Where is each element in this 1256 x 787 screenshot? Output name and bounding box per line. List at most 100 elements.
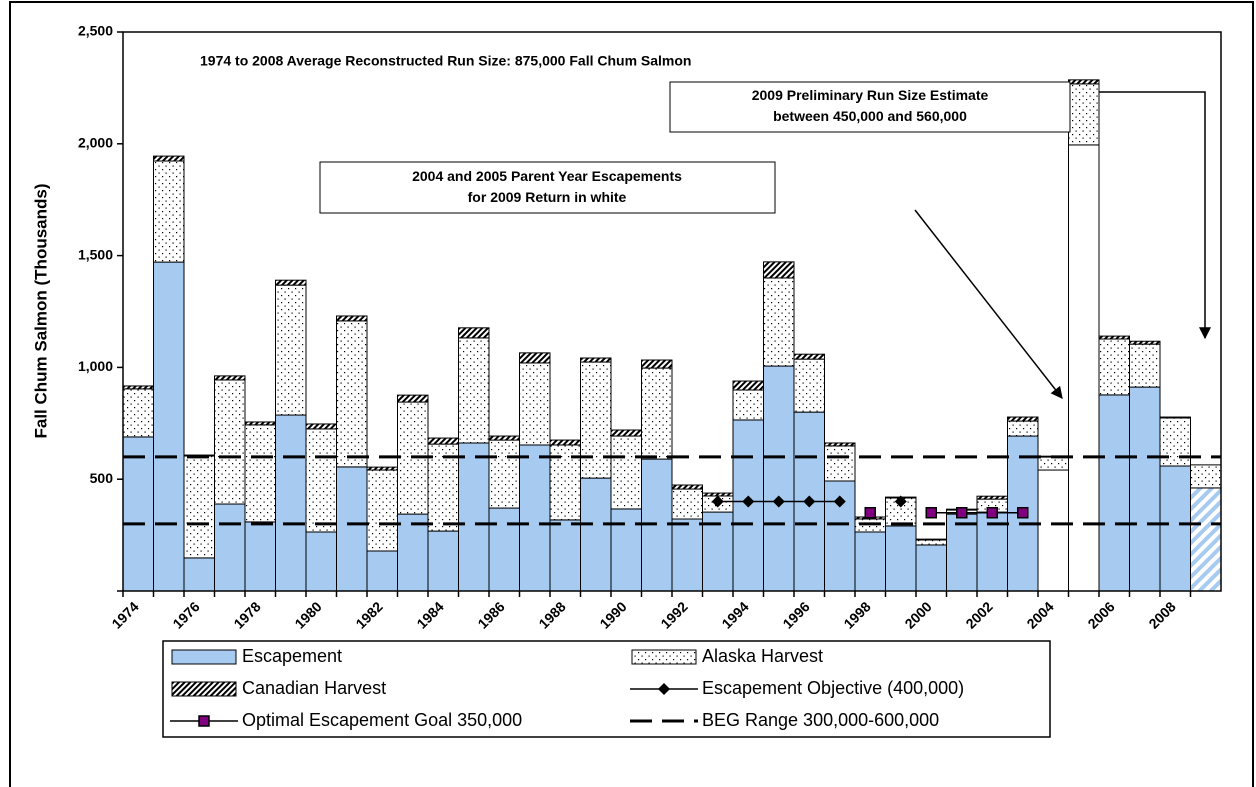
bar — [671, 488, 703, 520]
bar — [1159, 416, 1191, 419]
x-tick-label: 2008 — [1145, 598, 1178, 631]
marker — [772, 495, 785, 508]
arrow — [914, 209, 1063, 399]
x-tick-label: 1982 — [352, 598, 385, 631]
bar — [336, 466, 368, 592]
bar — [366, 550, 398, 592]
bar — [153, 160, 185, 263]
annotation: 2004 and 2005 Parent Year Escapements — [412, 168, 682, 184]
legend-swatch — [171, 649, 237, 665]
bar — [854, 531, 886, 592]
legend-swatch — [631, 649, 697, 665]
bar — [366, 466, 398, 471]
bar — [244, 424, 276, 523]
bar — [244, 521, 276, 592]
bar — [427, 530, 459, 592]
bar — [427, 443, 459, 532]
bar — [488, 439, 520, 509]
bar — [1098, 394, 1130, 592]
legend-label: Escapement — [242, 646, 342, 666]
bar — [275, 284, 307, 416]
bar — [397, 394, 429, 403]
x-tick-label: 1974 — [108, 598, 141, 631]
bar — [671, 484, 703, 490]
x-tick-label: 2000 — [901, 598, 934, 631]
bar — [732, 389, 764, 421]
marker — [833, 495, 846, 508]
annotation: for 2009 Return in white — [468, 189, 627, 205]
bar — [244, 421, 276, 426]
bar — [214, 379, 246, 505]
marker — [711, 495, 724, 508]
x-tick-label: 1990 — [596, 598, 629, 631]
legend-label: Optimal Escapement Goal 350,000 — [242, 710, 522, 730]
x-tick-label: 2004 — [1023, 598, 1056, 631]
marker — [956, 506, 968, 519]
bar — [519, 352, 551, 364]
annotation-box — [669, 81, 1071, 133]
bar — [1129, 340, 1161, 345]
bar — [702, 492, 734, 497]
bar — [763, 277, 795, 367]
marker — [742, 495, 755, 508]
bar — [275, 279, 307, 286]
bar — [824, 442, 856, 447]
bar — [580, 357, 612, 363]
bar — [793, 358, 825, 413]
bar — [1037, 456, 1069, 471]
arrow — [1070, 91, 1211, 340]
bar — [305, 428, 337, 533]
bar — [1190, 487, 1222, 592]
marker — [803, 495, 816, 508]
bar — [1159, 417, 1191, 467]
bar — [336, 320, 368, 468]
annotation: 1974 to 2008 Average Reconstructed Run S… — [200, 53, 691, 69]
bar — [1007, 416, 1039, 422]
legend-label: Alaska Harvest — [702, 646, 823, 666]
bar — [580, 477, 612, 592]
bar — [946, 513, 978, 592]
x-tick-label: 1992 — [657, 598, 690, 631]
y-tick-label: 1,500 — [78, 246, 113, 262]
y-tick-label: 1,000 — [78, 358, 113, 374]
bar — [915, 539, 947, 546]
y-tick-label: 2,000 — [78, 135, 113, 151]
marker — [864, 506, 876, 519]
bar — [976, 495, 1008, 500]
x-tick-label: 1980 — [291, 598, 324, 631]
bar — [671, 518, 703, 592]
bar — [397, 513, 429, 592]
bar — [1159, 465, 1191, 592]
bar — [549, 439, 581, 446]
bar — [854, 518, 886, 533]
bar — [366, 469, 398, 552]
bar — [458, 327, 490, 339]
x-tick-label: 1996 — [779, 598, 812, 631]
x-tick-label: 1978 — [230, 598, 263, 631]
bar — [1129, 386, 1161, 592]
x-tick-label: 1984 — [413, 598, 446, 631]
bar — [793, 353, 825, 360]
x-tick-label: 1986 — [474, 598, 507, 631]
bar — [458, 442, 490, 592]
bar — [427, 437, 459, 445]
bar — [641, 359, 673, 369]
y-tick-label: 2,500 — [78, 23, 113, 39]
bar — [580, 361, 612, 479]
bar — [1007, 420, 1039, 437]
y-tick-label: 500 — [90, 470, 114, 486]
bar — [1129, 343, 1161, 388]
legend-label: Canadian Harvest — [242, 678, 386, 698]
bar — [915, 538, 947, 541]
y-axis-label: Fall Chum Salmon (Thousands) — [31, 183, 50, 438]
bar — [122, 385, 154, 390]
bar — [183, 455, 215, 559]
bar — [183, 557, 215, 592]
legend-box — [162, 640, 1051, 738]
bar — [763, 365, 795, 592]
bar — [610, 508, 642, 592]
bar — [610, 435, 642, 510]
x-tick-label: 1988 — [535, 598, 568, 631]
legend-label: Escapement Objective (400,000) — [702, 678, 964, 698]
